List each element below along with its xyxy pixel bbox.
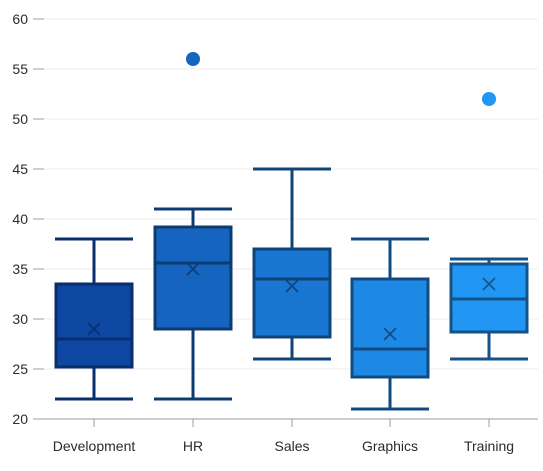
mean-marker [383, 327, 397, 341]
box-development [54, 237, 134, 401]
y-tick-label: 40 [12, 211, 28, 227]
x-tick-label: Sales [274, 438, 309, 454]
box-iqr [153, 225, 233, 331]
x-tick-label: HR [183, 438, 203, 454]
y-tick-label: 30 [12, 311, 28, 327]
box-iqr [54, 282, 134, 369]
mean-marker [482, 277, 496, 291]
mean-marker [87, 322, 101, 336]
box-sales [252, 167, 332, 361]
y-tick-label: 50 [12, 111, 28, 127]
y-tick-label: 20 [12, 411, 28, 427]
y-axis: 20 25 30 35 40 45 50 55 60 [12, 11, 44, 427]
box-series [54, 52, 529, 411]
x-axis: Development HR Sales Graphics Training [44, 418, 538, 454]
outlier-point [482, 92, 496, 106]
y-tick-label: 45 [12, 161, 28, 177]
x-tick-label: Training [464, 438, 514, 454]
box-graphics [350, 237, 430, 411]
y-tick-label: 35 [12, 261, 28, 277]
box-iqr [350, 277, 430, 379]
x-tick-label: Development [53, 438, 136, 454]
mean-marker [285, 279, 299, 293]
y-tick-label: 60 [12, 11, 28, 27]
mean-marker [186, 262, 200, 276]
outlier-point [186, 52, 200, 66]
box-iqr [252, 247, 332, 339]
y-tick-label: 55 [12, 61, 28, 77]
x-tick-label: Graphics [362, 438, 418, 454]
y-tick-label: 25 [12, 361, 28, 377]
box-hr [153, 52, 233, 401]
box-training [449, 92, 529, 361]
